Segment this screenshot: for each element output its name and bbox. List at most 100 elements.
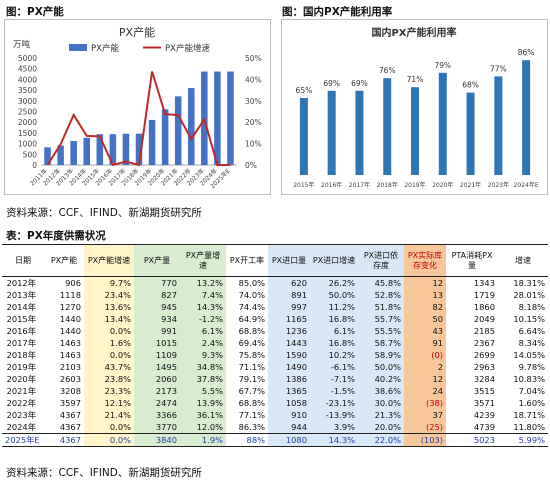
table-row: 2020年 2603 23.8% 2060 37.8% 79.1% 1386 -7.1% 40.… <box>2 373 548 385</box>
px-capacity-chart: PX产能 万吨 PX产能 PX产能增速 0 500 1000 1500 2000 2500… <box>4 19 271 195</box>
table-cell: 2367 <box>473 338 495 348</box>
table-cell: 6.1% <box>310 325 358 337</box>
capacity-bar <box>70 141 77 165</box>
left-figure-caption: 图：PX产能 <box>6 6 64 18</box>
bar-value-label: 86% <box>518 48 535 57</box>
table-cell: 82 <box>404 301 446 313</box>
table-cell: 3515 <box>473 386 495 396</box>
table-cell: -13.9% <box>310 409 358 421</box>
table-cell: 2024年 <box>6 422 36 432</box>
col-header: 增速 <box>498 244 548 277</box>
table-cell: 55.7% <box>358 313 404 325</box>
y-right-tick-label: 20% <box>245 118 262 127</box>
table-cell: 36.1% <box>180 409 226 421</box>
table-row: 2024年 4367 0.0% 3770 12.0% 86.3% 944 3.9% 20.0%(… <box>2 421 548 434</box>
table-row: 2021年 3208 23.3% 2173 5.5% 67.7% 1365 -1.5% 38.6… <box>2 385 548 397</box>
table-cell: 3284 <box>473 374 495 384</box>
table-cell: 1440 <box>59 326 81 336</box>
table-cell: 68.8% <box>238 398 265 408</box>
table-cell: 1719 <box>473 290 495 300</box>
table-cell: 1440 <box>59 314 81 324</box>
table-cell: 28.01% <box>513 290 545 300</box>
x-tick-label: 2017年 <box>349 181 370 189</box>
y-left-tick-label: 4500 <box>18 65 37 74</box>
table-cell: 24 <box>404 385 446 397</box>
col-header: PX产能增速 <box>84 244 134 277</box>
table-row: 2014年 1270 13.6% 945 14.3% 74.4% 997 11.2% 51.8%… <box>2 301 548 313</box>
table-cell: 13.4% <box>84 313 134 325</box>
table-cell: 4367 <box>44 433 84 447</box>
px-utilization-chart-svg: 国内PX产能利用率 65% 69% 69% 76% 71% 79% 68% 77% 86% 20… <box>293 26 539 189</box>
table-cell: 1015 <box>134 337 180 349</box>
table-cell: 3208 <box>59 386 81 396</box>
table-cell: 1365 <box>268 385 310 397</box>
table-cell: 4239 <box>473 410 495 420</box>
x-tick-label: 2023年 <box>488 181 509 189</box>
table-cell: (25) <box>404 421 446 434</box>
table-cell: 12.1% <box>84 397 134 409</box>
px-utilization-chart: 国内PX产能利用率 65% 69% 69% 76% 71% 79% 68% 77% 86% 20… <box>281 19 548 195</box>
table-cell: 4367 <box>59 410 81 420</box>
table-cell: 22.0% <box>358 433 404 447</box>
utilization-bar <box>327 90 336 175</box>
table-cell: 2021年 <box>6 386 36 396</box>
table-cell: 2103 <box>59 362 81 372</box>
table-cell: 52.8% <box>358 289 404 301</box>
table-cell: 2.4% <box>180 337 226 349</box>
table-cell: 74.4% <box>238 302 265 312</box>
table-cell: 14.3% <box>180 301 226 313</box>
table-cell: 2963 <box>473 362 495 372</box>
table-cell: 16.8% <box>310 337 358 349</box>
table-cell: 0.0% <box>84 325 134 337</box>
y-right-tick-label: 10% <box>245 140 262 149</box>
table-cell: 2 <box>404 361 446 373</box>
table-cell: 1.60% <box>518 398 545 408</box>
capacity-bar <box>83 137 90 165</box>
table-cell: -6.1% <box>310 361 358 373</box>
table-cell: 55.5% <box>358 325 404 337</box>
y-right-tick-label: 30% <box>245 97 262 106</box>
table-cell: 58.7% <box>358 337 404 349</box>
col-header: 日期 <box>2 244 44 277</box>
table-cell: 1590 <box>268 349 310 361</box>
table-cell: 11.80% <box>513 422 545 432</box>
utilization-bar <box>299 98 308 175</box>
table-cell: 7.04% <box>518 386 545 396</box>
col-header: PX产量 <box>134 244 180 277</box>
table-cell: 944 <box>268 421 310 434</box>
table-cell: 4367 <box>59 422 81 432</box>
y-left-tick-label: 3500 <box>18 86 37 95</box>
col-header: PX开工率 <box>226 244 268 277</box>
y-left-tick-label: 3000 <box>18 97 37 106</box>
table-cell: -1.5% <box>310 385 358 397</box>
table-cell: 43 <box>404 325 446 337</box>
table-caption: 表：PX年度供需状况 <box>6 230 106 242</box>
table-cell: 1463 <box>59 338 81 348</box>
table-cell: 6.1% <box>180 325 226 337</box>
table-cell: 2020年 <box>6 374 36 384</box>
table-cell: 910 <box>268 409 310 421</box>
utilization-bar <box>383 78 392 175</box>
table-cell: 1058 <box>268 397 310 409</box>
table-cell: 18.31% <box>513 278 545 288</box>
table-row: 2016年 1440 0.0% 991 6.1% 68.8% 1236 6.1% 55.5% 43… <box>2 325 548 337</box>
table-cell: 1386 <box>268 373 310 385</box>
source-note: 资料来源：CCF、IFIND、新湖期货研究所 <box>6 207 202 219</box>
table-cell: 1118 <box>59 290 81 300</box>
table-cell: 77.1% <box>238 410 265 420</box>
table-cell: 38.6% <box>358 385 404 397</box>
capacity-bar <box>188 88 195 165</box>
table-cell: 12 <box>404 373 446 385</box>
col-header: PX产能 <box>44 244 84 277</box>
capacity-bar <box>96 134 104 165</box>
capacity-bar <box>109 134 117 165</box>
col-header: PX实际库存变化 <box>404 244 446 277</box>
table-cell: 2185 <box>473 326 495 336</box>
table-cell: 91 <box>404 337 446 349</box>
table-cell: 1236 <box>268 325 310 337</box>
table-cell: 9.3% <box>180 349 226 361</box>
table-cell: 7.4% <box>180 289 226 301</box>
table-cell: 2173 <box>134 385 180 397</box>
table-cell: 2014年 <box>6 302 36 312</box>
